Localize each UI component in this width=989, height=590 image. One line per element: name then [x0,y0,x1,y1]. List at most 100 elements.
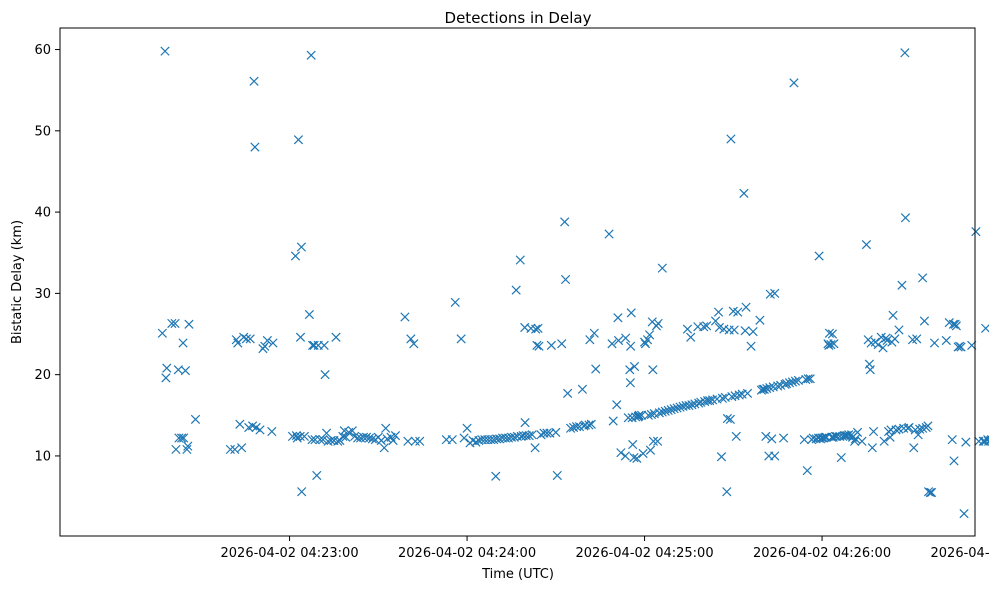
detection-point [836,452,846,463]
detection-point [338,431,348,442]
detection-point [625,378,635,388]
detection-point [533,323,543,333]
detection-point [716,452,727,462]
x-tick-label: 2026-04-02 04:26:00 [753,546,891,561]
detection-point [741,302,751,312]
detection-point [803,374,813,384]
detection-point [849,436,860,446]
detection-point [250,142,260,152]
detection-point [682,324,693,334]
data-points [157,46,989,519]
detection-point [923,487,934,497]
detection-point [511,285,521,295]
detection-point [347,426,357,436]
detection-point [400,312,410,322]
detection-point [318,435,328,445]
detection-point [746,341,756,351]
detection-point [722,487,732,497]
detection-point [740,326,750,336]
detection-point [171,444,181,455]
detection-point [827,329,838,339]
x-tick-label: 2026-04-02 04:24:00 [398,546,536,561]
detection-point [542,428,552,438]
detection-point [170,318,180,329]
detection-point [623,413,633,423]
detection-point [814,251,824,261]
detection-point [660,406,670,416]
detection-point [176,433,187,443]
detection-point [292,433,302,443]
detection-point [663,405,673,416]
detection-point [672,403,682,413]
detection-point [717,393,727,403]
detection-point [616,448,626,458]
x-tick-label: 2026-04-02 04:27:00 [931,546,989,561]
detection-point [789,78,799,88]
detection-point [471,437,481,447]
detection-point [878,343,888,353]
detection-point [309,340,319,351]
detection-point [530,443,540,453]
detection-point [652,436,663,446]
detection-point [918,423,928,433]
x-tick-label: 2026-04-02 04:25:00 [576,546,714,561]
detection-point [515,255,525,265]
detection-point [319,340,329,351]
detection-point [675,402,685,412]
detection-point [861,239,872,250]
detection-point [686,332,696,342]
x-axis-label: Time (UTC) [481,567,554,582]
detection-point [830,431,840,442]
detection-point [532,340,542,351]
detection-point [295,332,306,342]
detection-point [167,318,177,329]
detection-point [546,340,556,351]
detection-point [644,330,655,340]
detection-point [657,407,667,417]
plot-area-frame [59,27,976,537]
detection-point [873,339,883,350]
detection-point [267,426,277,437]
detection-point [941,335,951,346]
detection-point [820,432,830,442]
detection-point [290,251,301,261]
detection-point [742,388,753,398]
detection-point [626,308,636,318]
detection-point [190,414,201,424]
detection-point [971,226,981,237]
detection-point [731,431,741,442]
detection-point [755,315,765,325]
detection-point [773,381,783,391]
detection-point [891,425,901,435]
detection-point [657,263,667,273]
detection-point [778,433,789,443]
detection-point [696,397,706,407]
detection-point [824,340,834,351]
detection-point [805,374,815,384]
detection-point [802,465,812,476]
detection-point [604,229,614,239]
detection-point [865,365,875,375]
detection-point [552,470,562,481]
detection-point [403,436,413,446]
detection-point [909,443,919,453]
detection-point [410,436,420,446]
x-tick-label: 2026-04-02 04:23:00 [221,546,359,561]
detection-point [307,435,317,445]
detection-point [759,384,769,394]
detection-point [770,451,780,461]
detection-point [249,76,259,86]
detection-point [926,487,937,498]
detection-point [784,378,795,388]
detection-point [390,430,401,441]
axis-ticks: 2026-04-02 04:23:00 2026-04-02 04:24:00 20… [34,43,989,561]
detection-point [178,338,188,348]
detection-point [781,378,792,389]
detection-point [632,453,642,464]
detection-point [634,410,644,420]
detection-point [625,365,635,375]
y-tick-label: 60 [34,43,51,58]
detection-point [245,334,255,344]
detection-point [183,441,193,451]
